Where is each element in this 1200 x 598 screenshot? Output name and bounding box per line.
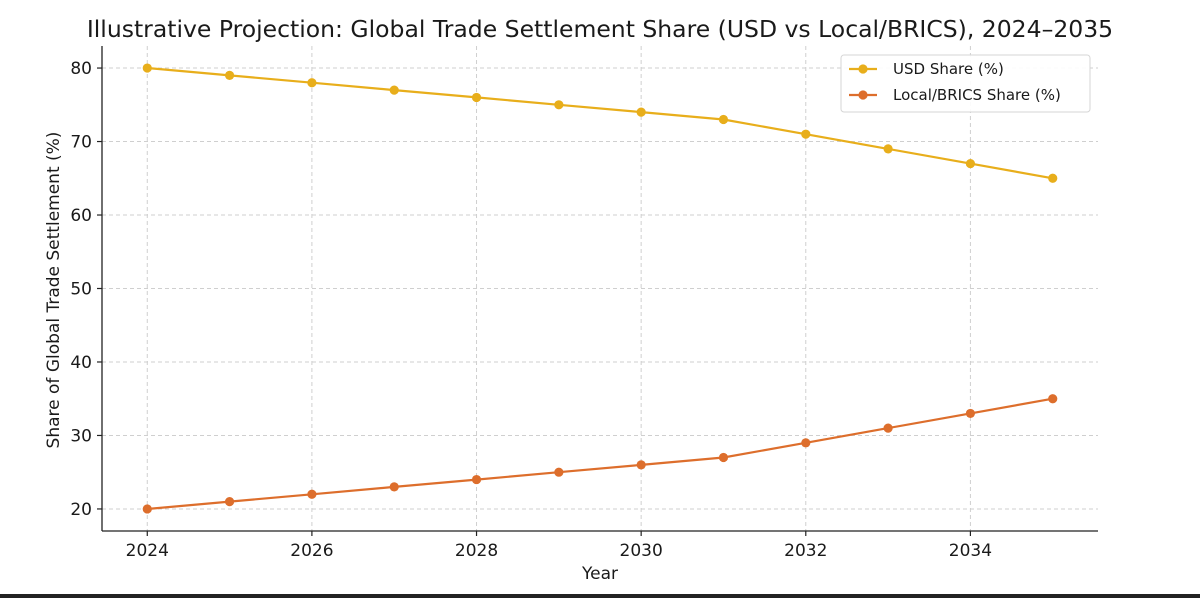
- series-2-point: [142, 504, 152, 514]
- y-tick-label: 50: [70, 280, 92, 300]
- x-tick-label: 2024: [126, 541, 169, 561]
- series-2-point: [718, 452, 729, 463]
- series-2-point: [389, 482, 399, 492]
- series-1-point: [1048, 173, 1058, 183]
- legend-label-2: Local/BRICS Share (%): [893, 86, 1061, 104]
- x-axis-label: Year: [581, 564, 618, 584]
- bottom-border: [0, 594, 1200, 598]
- y-tick-label: 60: [70, 206, 92, 226]
- y-tick-label: 20: [70, 500, 92, 520]
- legend: USD Share (%) Local/BRICS Share (%): [840, 54, 1091, 113]
- series-2-point: [636, 460, 646, 470]
- series-1-point: [142, 63, 152, 73]
- series-2-point: [801, 438, 811, 448]
- series-1-point: [554, 100, 564, 110]
- x-tick-label: 2026: [290, 541, 333, 561]
- series-1-point: [718, 114, 729, 125]
- y-tick-label: 80: [70, 59, 92, 79]
- y-tick-label: 40: [70, 353, 92, 373]
- series-1-point: [307, 78, 317, 88]
- chart-title: Illustrative Projection: Global Trade Se…: [87, 15, 1113, 43]
- series-1-point: [801, 129, 811, 139]
- gridlines: [102, 46, 1098, 531]
- series-2-point: [965, 408, 976, 419]
- series-2-point: [471, 474, 482, 485]
- series-1-point: [636, 107, 646, 117]
- y-axis-label: Share of Global Trade Settlement (%): [44, 132, 64, 449]
- series-line-1: [147, 66, 1053, 180]
- series-1-point: [389, 85, 399, 95]
- x-tick-label: 2032: [784, 541, 827, 561]
- series-2-point: [883, 423, 893, 433]
- series-2-point: [307, 489, 317, 499]
- series-1-point: [224, 70, 235, 80]
- series-2-point: [554, 467, 564, 477]
- x-tick-label: 2034: [949, 541, 992, 561]
- series-line-2: [147, 397, 1053, 511]
- series-1-point: [471, 92, 482, 103]
- y-tick-label: 30: [70, 426, 92, 446]
- series: [142, 63, 1058, 514]
- series-1-point: [965, 158, 976, 169]
- series-2-point: [224, 497, 235, 507]
- legend-box: [840, 54, 1091, 113]
- series-2-point: [1048, 394, 1058, 404]
- x-tick-label: 2030: [620, 541, 663, 561]
- legend-label-1: USD Share (%): [893, 60, 1004, 78]
- x-tick-label: 2028: [455, 541, 498, 561]
- legend-marker-2: [858, 90, 868, 100]
- y-tick-label: 70: [70, 133, 92, 153]
- legend-marker-1: [858, 64, 868, 74]
- series-1-point: [883, 144, 893, 154]
